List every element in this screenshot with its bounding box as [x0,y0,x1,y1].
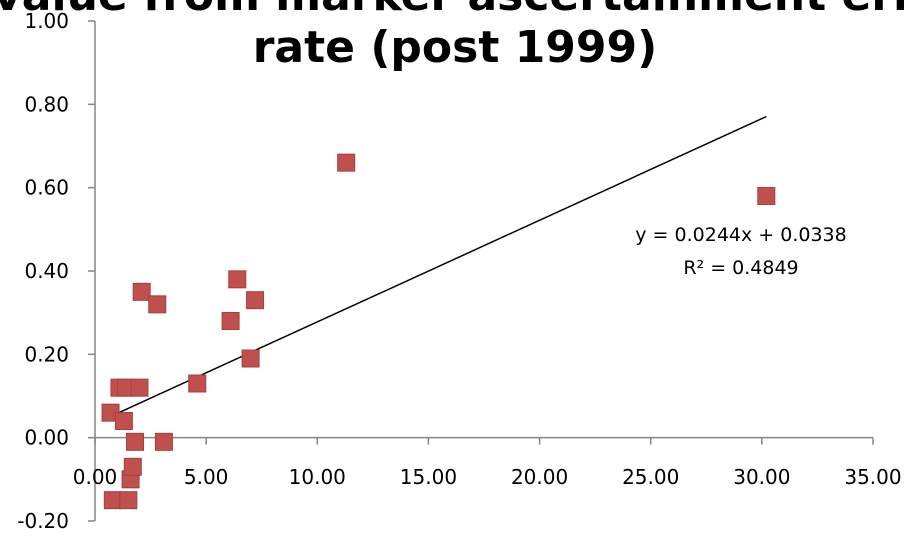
data-point [130,378,149,397]
x-tick-label: 0.00 [73,465,118,489]
x-tick-label: 25.00 [622,465,679,489]
x-tick-label: 10.00 [289,465,346,489]
trendline-annotation: y = 0.0244x + 0.0338 R² = 0.4849 [635,224,846,279]
chart-axes: -0.200.000.200.400.600.801.000.00 5.00 10.… [17,9,901,533]
y-tick-label: 0.00 [24,426,69,450]
data-point [119,491,138,510]
x-tick-label: 30.00 [733,465,790,489]
y-tick-label: 0.60 [24,176,69,200]
x-tick-label: 35.00 [844,465,901,489]
y-tick-label: 0.20 [24,342,69,366]
trendline-r-squared: R² = 0.4849 [683,257,798,279]
x-tick-label: 15.00 [400,465,457,489]
y-tick-label: 0.80 [24,92,69,116]
data-point [114,412,133,430]
data-point [337,153,356,172]
data-points-layer [101,153,776,510]
chart-title-line-2: rate (post 1999) [253,22,658,73]
data-point [246,291,265,310]
chart-title-line-1: p-value from marker ascertainment error [0,0,904,21]
y-tick-label: 1.00 [24,9,69,33]
data-point [103,491,122,510]
x-tick-label: 5.00 [184,465,229,489]
y-tick-label: -0.20 [17,509,69,533]
data-point [126,432,145,451]
data-point [123,457,142,476]
data-point [188,374,207,393]
data-point [228,270,247,289]
data-point [241,349,260,368]
data-point [221,312,240,330]
y-tick-label: 0.40 [24,259,69,283]
trendline [110,115,767,418]
chart-title: p-value from marker ascertainment error … [0,0,904,73]
data-point [148,295,167,314]
data-point [757,187,776,205]
trendline-layer [110,115,767,418]
data-point [132,282,151,301]
data-point [154,432,173,451]
trendline-equation: y = 0.0244x + 0.0338 [635,224,846,246]
x-tick-label: 20.00 [511,465,568,489]
